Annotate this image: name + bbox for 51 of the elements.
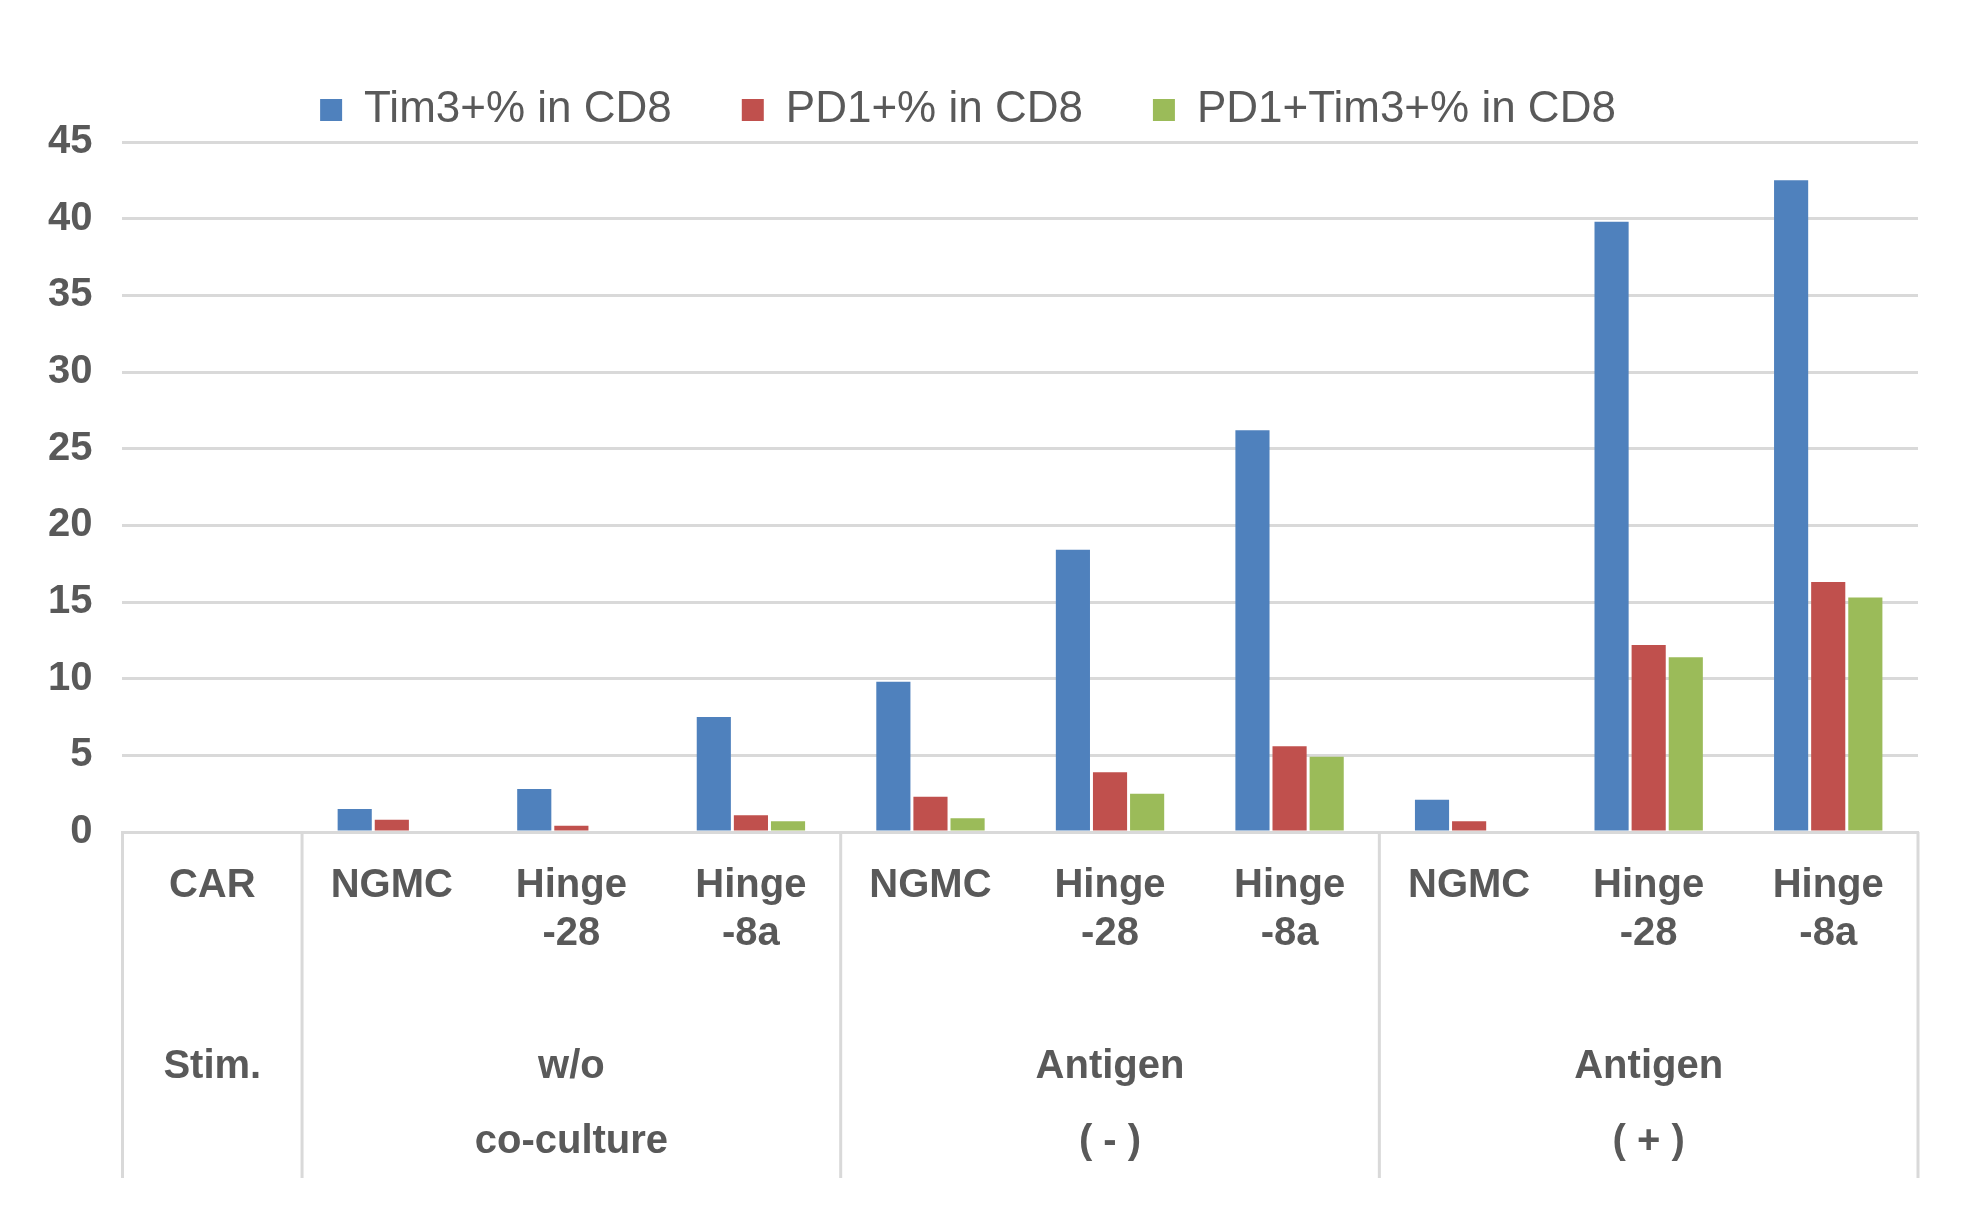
text: w/o co-culture — [474, 1042, 669, 1162]
y-tick-label: 15 — [47, 577, 93, 622]
y-tick-label: 45 — [47, 117, 93, 162]
legend-label: PD1+Tim3+% in CD8 — [1196, 82, 1616, 132]
bar — [1130, 793, 1165, 831]
x-tick-label: Hinge -8a — [1234, 861, 1346, 954]
x-tick-label: Hinge -28 — [515, 861, 627, 954]
bar — [1594, 221, 1629, 831]
bar — [1774, 180, 1809, 831]
x-tick-label: NGMC — [1408, 861, 1531, 906]
y-tick-label: 35 — [47, 270, 93, 315]
bar — [770, 821, 806, 831]
x-tick-label: Hinge -8a — [695, 861, 807, 954]
y-tick-label: 10 — [47, 653, 93, 698]
bar — [1414, 799, 1450, 831]
bar — [374, 819, 409, 831]
bar — [1235, 430, 1270, 831]
bar — [1092, 772, 1128, 831]
bar — [1631, 644, 1666, 831]
legend-label: Tim3+% in CD8 — [364, 82, 672, 132]
bar — [554, 825, 589, 831]
bar — [517, 789, 552, 831]
text: Antigen ( - ) — [1035, 1042, 1185, 1162]
x-tick-label: Hinge -28 — [1054, 861, 1166, 954]
y-tick-label: 40 — [47, 193, 93, 238]
x-tick-label: NGMC — [330, 861, 453, 906]
x-tick-label: NGMC — [869, 861, 992, 906]
x-tick-label: Hinge -8a — [1772, 861, 1884, 954]
bar — [1272, 746, 1307, 831]
bar — [1848, 597, 1883, 831]
bar — [1668, 657, 1703, 831]
bar — [337, 809, 372, 831]
bar — [913, 796, 948, 831]
x-tick-label: Hinge -28 — [1593, 861, 1705, 954]
bar — [1309, 756, 1344, 831]
y-tick-label: 20 — [47, 500, 93, 545]
legend-label: PD1+% in CD8 — [785, 82, 1083, 132]
bar — [876, 681, 911, 831]
bar — [696, 717, 731, 831]
y-tick-label: 0 — [70, 807, 93, 852]
text: Stim. — [163, 1042, 262, 1087]
bar — [733, 815, 768, 831]
bar — [1452, 821, 1487, 831]
text: Antigen ( + ) — [1574, 1042, 1724, 1162]
y-tick-label: 25 — [47, 423, 93, 468]
bar — [1055, 549, 1090, 831]
bar — [1811, 582, 1846, 831]
y-tick-label: 5 — [70, 730, 93, 775]
x-tick-label: CAR — [168, 861, 256, 906]
y-tick-label: 30 — [47, 347, 93, 392]
bar — [950, 818, 985, 831]
